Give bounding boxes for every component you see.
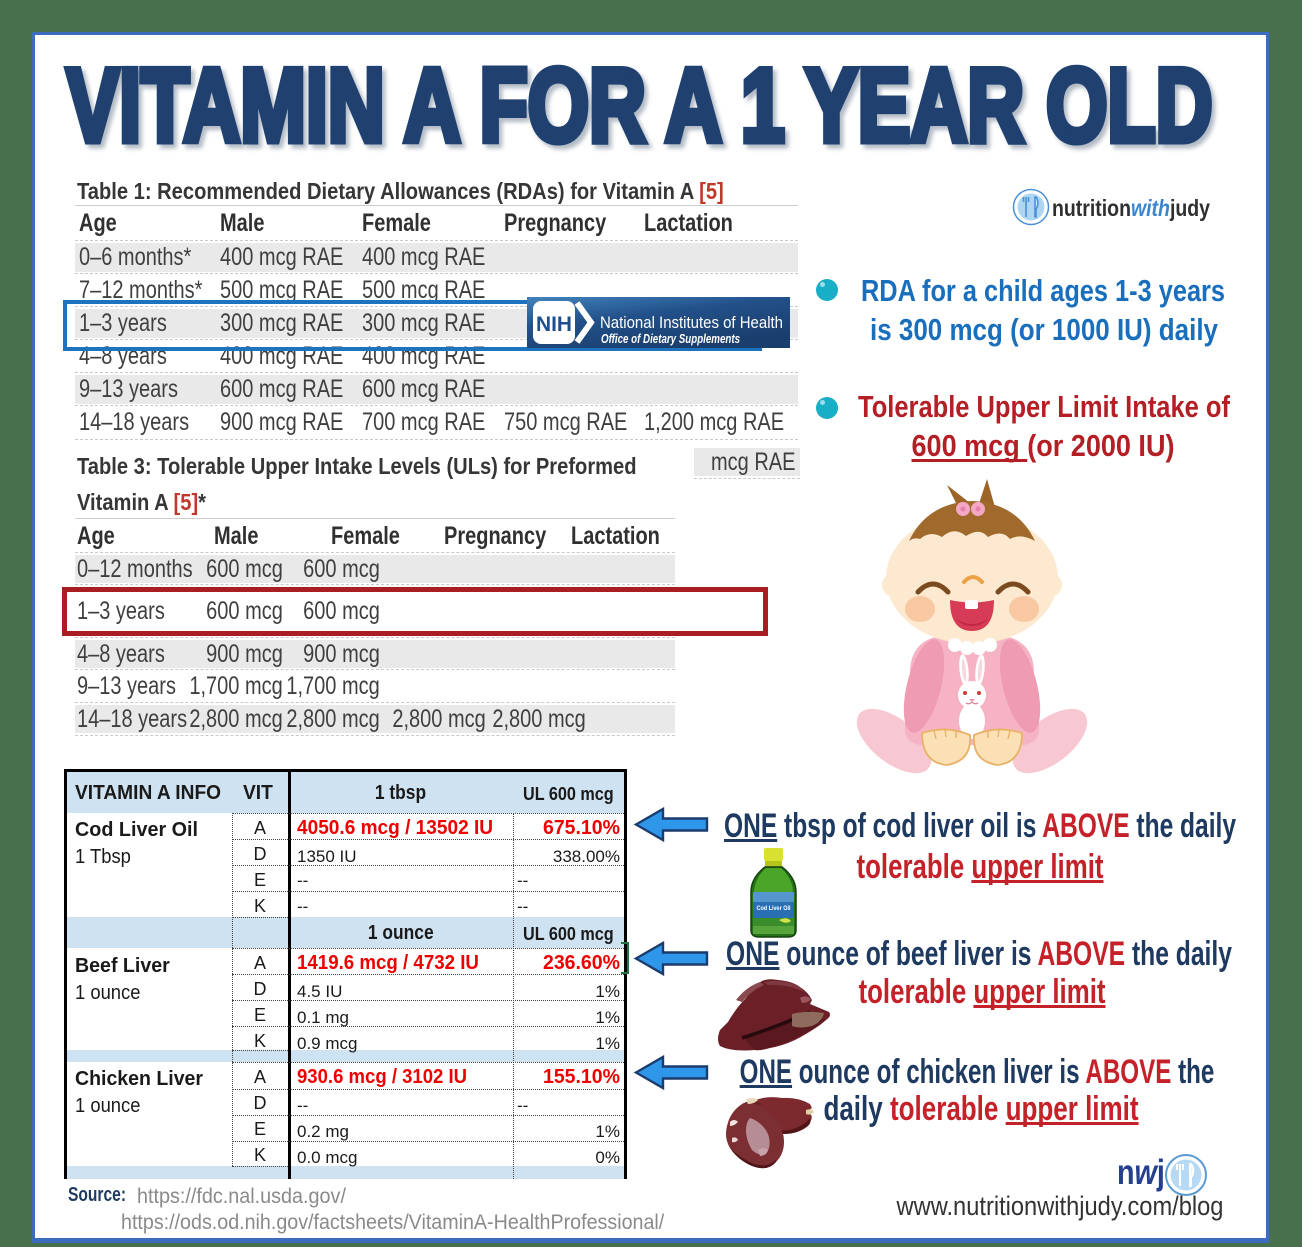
svg-text:Office of Dietary Supplements: Office of Dietary Supplements	[601, 332, 740, 346]
svg-text:NIH: NIH	[536, 313, 572, 336]
svg-text:VITAMIN A FOR A 1 YEAR OLD: VITAMIN A FOR A 1 YEAR OLD	[67, 48, 1213, 164]
svg-text:National Institutes of Health: National Institutes of Health	[600, 314, 783, 332]
svg-text:VITAMIN A FOR A 1 YEAR OLD: VITAMIN A FOR A 1 YEAR OLD	[70, 52, 1216, 168]
svg-text:Cod Liver Oil: Cod Liver Oil	[757, 905, 791, 912]
